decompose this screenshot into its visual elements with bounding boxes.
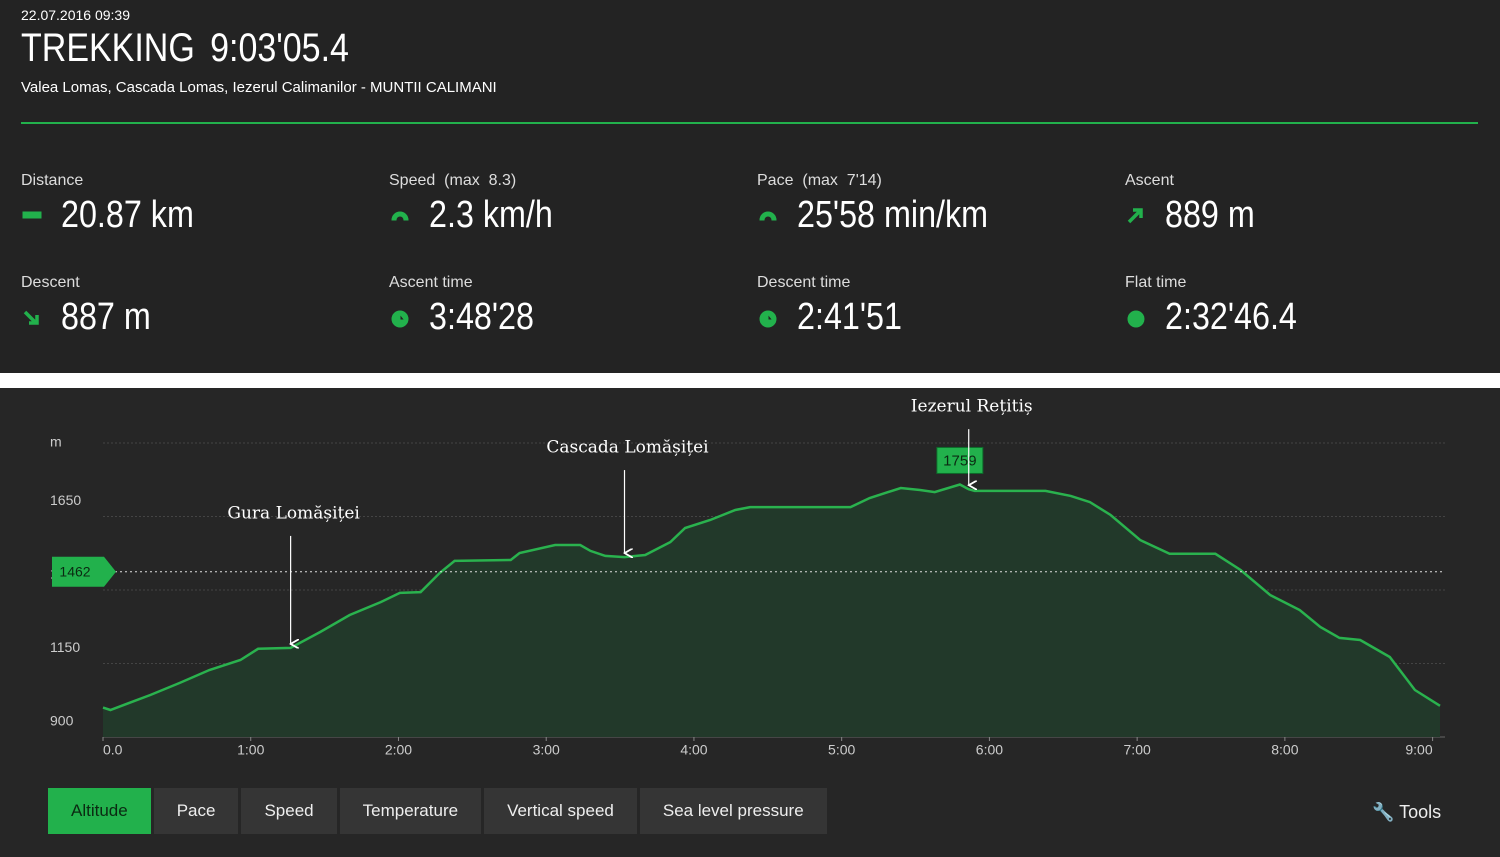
stat-label: Speed (max 8.3) [389, 172, 749, 190]
stat-label: Descent time [757, 274, 1117, 292]
icon-shape [23, 310, 39, 325]
divider [21, 122, 1478, 124]
current-tag [52, 556, 116, 587]
stat-label-text: Descent [21, 274, 80, 291]
stat-label-text: Ascent [1125, 172, 1174, 189]
x-tick-label: 3:00 [533, 742, 560, 758]
stat-value: 3:48'28 [429, 296, 534, 338]
x-tick-label: 7:00 [1124, 742, 1151, 758]
title: TREKKING 9:03'05.4 [21, 26, 364, 71]
stat-value: 2:41'51 [797, 296, 902, 338]
stat: Distance 20.87 km [21, 172, 381, 252]
date: 22.07.2016 09:39 [21, 7, 130, 23]
stat-note: (max 8.3) [444, 172, 517, 189]
icon-shape [391, 211, 409, 221]
tab[interactable]: Temperature [339, 788, 482, 834]
chart-panel: 900115014001650m0.01:002:003:004:005:006… [0, 388, 1500, 857]
chart: 900115014001650m0.01:002:003:004:005:006… [50, 397, 1445, 758]
stat: Ascent time 3:48'28 [389, 274, 749, 354]
stat-value: 889 m [1165, 194, 1255, 236]
stat-icon [1127, 310, 1145, 328]
y-tick-label: 1650 [50, 492, 81, 508]
icon-shape [391, 310, 409, 328]
tab[interactable]: Speed [241, 788, 337, 834]
summary-panel: 22.07.2016 09:39 TREKKING 9:03'05.4 Valea… [0, 0, 1500, 373]
stat-value: 2:32'46.4 [1165, 296, 1297, 338]
stat-label: Ascent [1125, 172, 1485, 190]
stat-icon [1127, 208, 1143, 224]
stat-icon [391, 310, 409, 328]
stat-label-text: Pace [757, 172, 794, 189]
y-tick-label: m [50, 434, 62, 450]
stat-label: Ascent time [389, 274, 749, 292]
peak-label: 1759 [943, 452, 976, 469]
stat: Ascent 889 m [1125, 172, 1485, 252]
tab-bar: Altitude Pace Speed Temperature Vertical spe… [48, 788, 827, 834]
route: Valea Lomas, Cascada Lomas, Iezerul Cali… [21, 79, 497, 96]
stat-icon [22, 211, 42, 219]
stat-label-text: Flat time [1125, 274, 1187, 291]
peak-tag [936, 446, 984, 474]
stat-value: 25'58 min/km [797, 194, 989, 236]
y-tick-label: 1150 [50, 639, 80, 655]
tools-icon: 🔧 [1372, 802, 1395, 822]
stat-label: Distance [21, 172, 381, 190]
y-tick-label: 900 [50, 713, 74, 729]
stat-icon [759, 310, 777, 328]
x-tick-label: 4:00 [680, 742, 707, 758]
stat-value: 887 m [61, 296, 151, 338]
stat-icon [759, 211, 777, 221]
tab[interactable]: Sea level pressure [639, 788, 827, 834]
icon-shape [759, 310, 777, 328]
stat-value: 20.87 km [61, 194, 194, 236]
tab[interactable]: Pace [153, 788, 239, 834]
stat-value: 2.3 km/h [429, 194, 553, 236]
stat-label: Pace (max 7'14) [757, 172, 1117, 190]
x-tick-label: 6:00 [976, 742, 1003, 758]
stat: Descent time 2:41'51 [757, 274, 1117, 354]
tab[interactable]: Altitude [48, 788, 151, 834]
stat-label-text: Distance [21, 172, 84, 189]
annotation-label: Cascada Lomășiței [546, 438, 709, 458]
duration: 9:03'05.4 [210, 26, 349, 70]
x-tick-label: 1:00 [237, 742, 264, 758]
stat-label-text: Speed [389, 172, 436, 189]
tools-label: Tools [1399, 802, 1442, 822]
stat-icon [23, 310, 39, 325]
activity: TREKKING [21, 26, 195, 70]
stat: Pace (max 7'14) 25'58 min/km [757, 172, 1117, 252]
icon-shape [759, 211, 777, 221]
tools-button[interactable]: 🔧 Tools [1372, 802, 1441, 823]
stat-label-text: Descent time [757, 274, 851, 291]
x-tick-label: 9:00 [1405, 742, 1432, 758]
x-tick-label: 0.0 [103, 742, 123, 758]
icon-shape [22, 211, 42, 219]
stat-label: Flat time [1125, 274, 1485, 292]
icon-shape [1127, 310, 1145, 328]
current-label: 1462 [59, 563, 90, 579]
stat: Flat time 2:32'46.4 [1125, 274, 1485, 354]
x-tick-label: 5:00 [828, 742, 855, 758]
tab[interactable]: Vertical speed [484, 788, 637, 834]
altitude-area [103, 484, 1440, 737]
icon-shape [1127, 208, 1143, 224]
x-tick-label: 2:00 [385, 742, 412, 758]
stat: Speed (max 8.3) 2.3 km/h [389, 172, 749, 252]
x-tick-label: 8:00 [1271, 742, 1298, 758]
stat: Descent 887 m [21, 274, 381, 354]
stat-note: (max 7'14) [802, 172, 882, 189]
stat-icon [391, 211, 409, 221]
stat-label-text: Ascent time [389, 274, 473, 291]
altitude-line [102, 483, 1441, 712]
annotation-label: Gura Lomășiței [227, 503, 360, 523]
stat-label: Descent [21, 274, 381, 292]
annotation-label: Iezerul Rețitiș [911, 397, 1033, 417]
